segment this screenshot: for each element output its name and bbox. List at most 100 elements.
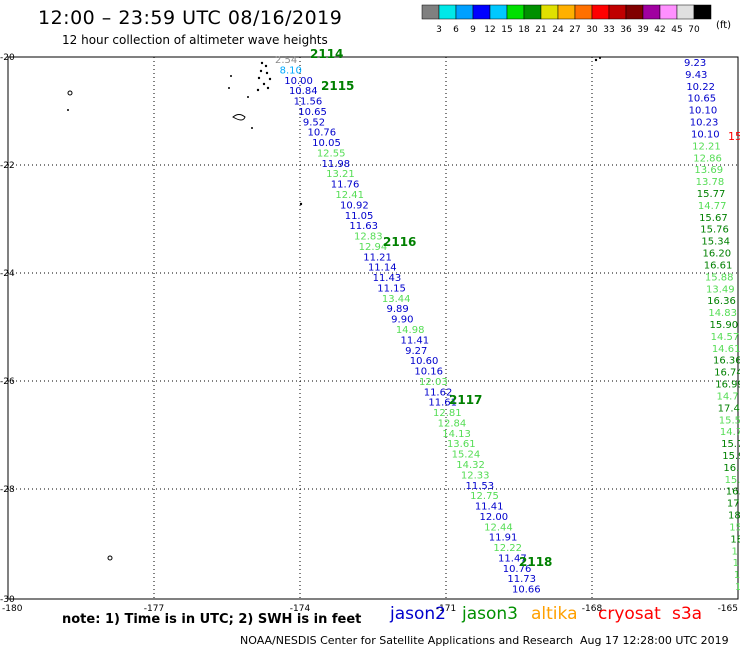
latitude-label: -26: [0, 377, 15, 387]
wave-height-value: 16.3: [723, 463, 740, 474]
wave-height-value: 14.32: [456, 460, 485, 471]
satellite-key-altika: altika: [531, 604, 578, 624]
wave-height-value: 9.90: [391, 315, 413, 326]
wave-height-value: 1: [735, 582, 740, 593]
legend-tick-label: 6: [453, 25, 459, 35]
wave-height-value: 18: [730, 534, 740, 545]
map-frame: [7, 56, 739, 600]
wave-height-value: 11.62: [424, 387, 453, 398]
legend-tick-label: 24: [552, 25, 564, 35]
axis-tick-labels: -180 -177 -174 -171 -168 -165 -20 -22 -24 -26 -28 -…: [0, 53, 738, 614]
legend-tick-label: 30: [586, 25, 598, 35]
wave-height-value: 12.75: [470, 491, 499, 502]
wave-height-value: 9.43: [685, 70, 707, 81]
wave-height-value: 11.21: [363, 252, 392, 263]
legend-swatch: [693, 4, 712, 20]
wave-height-value: 10.65: [687, 94, 716, 105]
latitude-label: -20: [0, 53, 15, 63]
wave-height-value: 11.98: [321, 159, 350, 170]
wave-height-value: 16.99: [715, 380, 740, 391]
pass-track-east: 9.239.4310.2210.6510.1010.2310.1012.2112…: [684, 58, 740, 593]
wave-height-value: 12.41: [335, 190, 364, 201]
wave-height-value: 14.7: [716, 391, 738, 402]
wave-height-value: 15.7: [721, 439, 740, 450]
satellite-key-cryosat: cryosat: [598, 604, 661, 624]
generated-timestamp: Aug 17 12:28:00 UTC 2019: [580, 634, 729, 647]
wave-height-value: 9.52: [303, 117, 325, 128]
pass-time-labels: 2114 2115 2116 2117 2118: [310, 47, 552, 569]
legend-tick-label: 9: [470, 25, 476, 35]
satellite-key-jason3: jason3: [462, 604, 518, 624]
legend-tick-label: 70: [688, 25, 700, 35]
legend-tick-label: 45: [671, 25, 682, 35]
wave-height-value: 13.69: [694, 165, 723, 176]
wave-height-value: 17.: [727, 499, 740, 510]
legend-tick-label: 42: [654, 25, 665, 35]
wave-height-value: 11.91: [489, 533, 518, 544]
wave-height-value: 11.41: [475, 502, 504, 513]
wave-height-value: 10.23: [690, 118, 719, 129]
wave-height-value: 15.88: [705, 272, 734, 283]
pass-time-label: 2115: [321, 79, 354, 93]
satellite-key-s3a: s3a: [672, 604, 703, 624]
pass-time-label: 2116: [383, 235, 416, 249]
credit-text: NOAA/NESDIS Center for Satellite Applica…: [240, 634, 574, 647]
legend-tick-label: 33: [603, 25, 614, 35]
wave-height-value: 11.76: [331, 180, 360, 191]
wave-height-value: 9.89: [387, 304, 409, 315]
wave-height-value: 10.92: [340, 200, 369, 211]
latitude-label: -24: [0, 269, 15, 279]
legend-tick-label: 36: [620, 25, 632, 35]
pass-time-label: 2117: [449, 393, 482, 407]
wave-height-value: 17.4: [718, 403, 740, 414]
wave-height-value: 11.63: [349, 221, 378, 232]
wave-height-value: 11.43: [373, 273, 402, 284]
wave-height-value: 11.41: [400, 335, 429, 346]
longitude-label: -171: [436, 604, 456, 614]
pass-track-west: 2.548.1010.0010.8411.5610.659.5210.7610.…: [275, 55, 541, 596]
wave-height-value: 10.05: [312, 138, 341, 149]
wave-height-value: 12.21: [692, 141, 721, 152]
wave-height-value: 15: [729, 522, 740, 533]
wave-height-value: 1: [733, 558, 739, 569]
longitude-label: -168: [582, 604, 603, 614]
wave-height-value: 10.10: [689, 106, 718, 117]
wave-height-value: 10.76: [503, 564, 532, 575]
wave-height-value: 11.15: [377, 283, 406, 294]
wave-height-value: 10.84: [289, 86, 318, 97]
wave-height-value: 15.9: [722, 451, 740, 462]
wave-height-value: 12.55: [317, 148, 346, 159]
wave-height-value: 15.67: [699, 213, 728, 224]
wave-height-value: 14.57: [711, 332, 740, 343]
wave-height-value: 10.00: [284, 76, 313, 87]
wave-height-value: 14.77: [698, 201, 727, 212]
legend-units-label: (ft): [716, 20, 732, 31]
page-subtitle: 12 hour collection of altimeter wave hei…: [62, 33, 328, 47]
legend-tick-label: 18: [518, 25, 530, 35]
wave-height-value: 13.49: [706, 284, 735, 295]
wave-height-value: 12.00: [479, 512, 508, 523]
wave-height-value: 14.83: [708, 308, 737, 319]
legend-tick-label: 3: [436, 25, 442, 35]
wave-height-value: 15.77: [697, 189, 726, 200]
wave-height-value: 12.94: [359, 242, 388, 253]
wave-height-value: 13.44: [382, 294, 411, 305]
wave-height-value: 12.86: [693, 153, 722, 164]
wave-height-value: 9.27: [405, 346, 427, 357]
wave-height-value: 16.61: [704, 260, 733, 271]
wave-height-value: 9.23: [684, 58, 706, 69]
satellite-key-jason2: jason2: [390, 604, 446, 624]
legend-tick-label: 39: [637, 25, 649, 35]
wave-height-value: 11.05: [345, 211, 374, 222]
wave-height-value: 13.78: [696, 177, 725, 188]
wave-height-value: 12.33: [461, 470, 490, 481]
pass-time-label: 2114: [310, 47, 343, 61]
legend-tick-label: 15: [501, 25, 512, 35]
legend-tick-label: 12: [484, 25, 495, 35]
longitude-label: -177: [144, 604, 164, 614]
wave-height-value: 10.16: [414, 367, 443, 378]
wave-height-value: 11.73: [507, 574, 536, 585]
wave-height-value: 15.34: [701, 237, 730, 248]
